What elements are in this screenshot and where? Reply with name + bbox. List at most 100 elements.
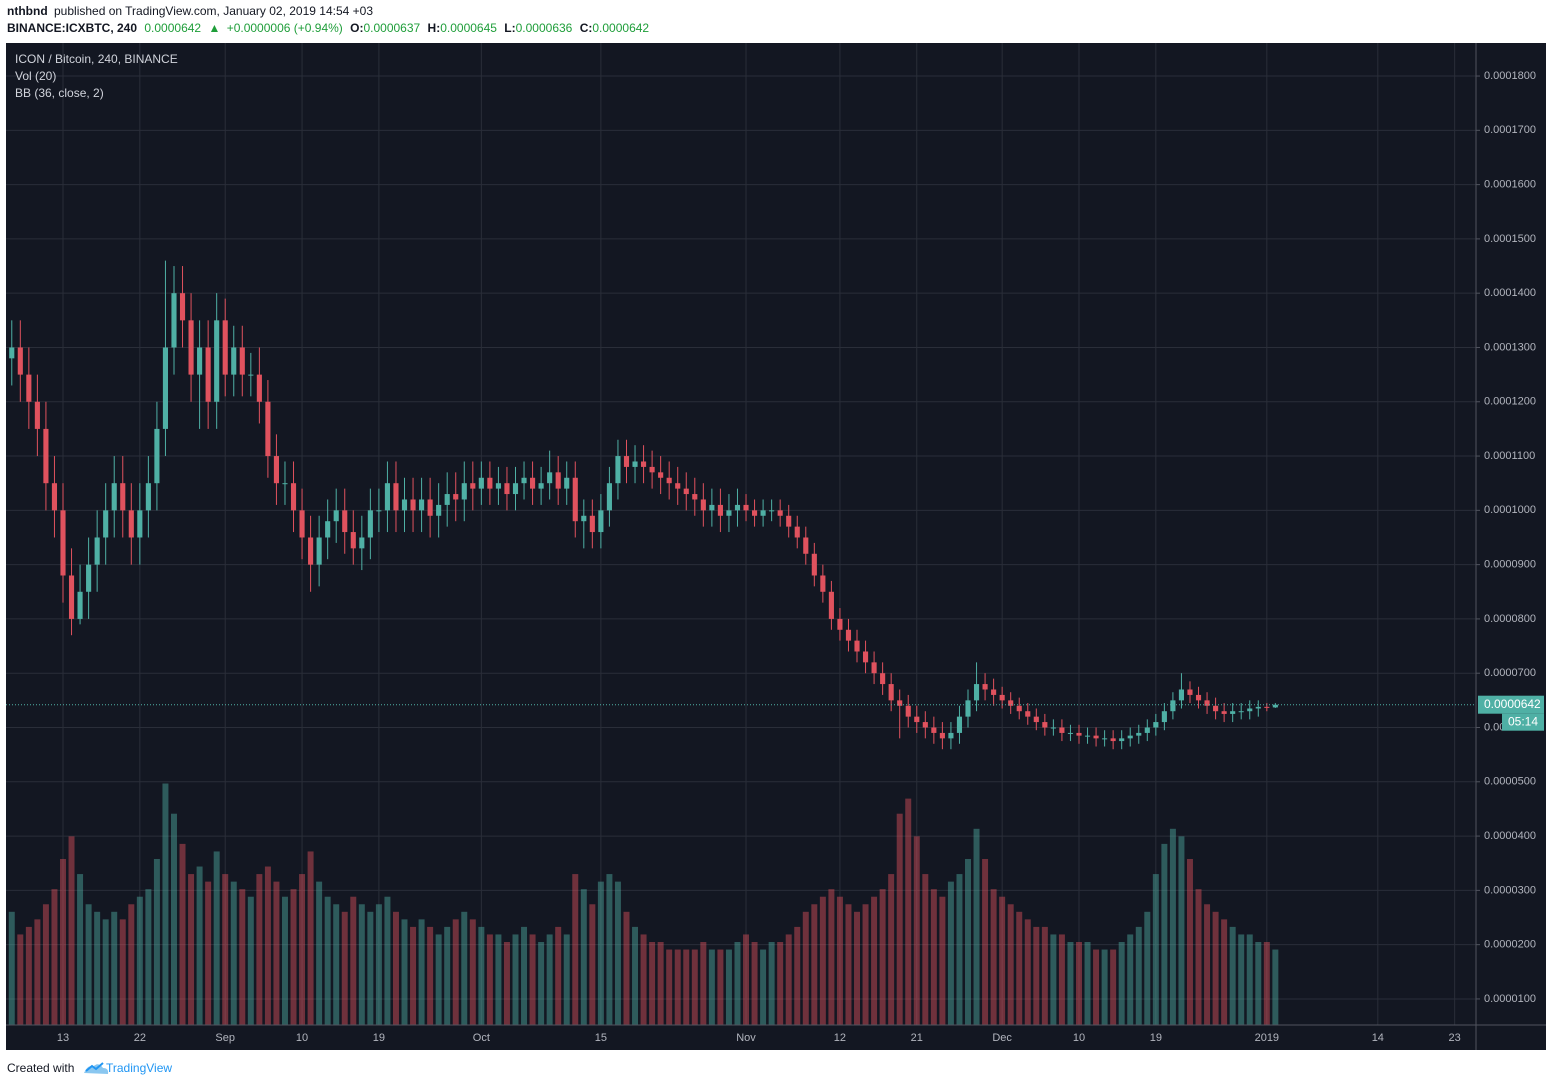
candle-body (641, 461, 647, 467)
volume-bar (563, 934, 570, 1025)
volume-bar (85, 904, 92, 1025)
candle-body (965, 700, 971, 717)
ohlc-value: 0.0000636 (516, 21, 573, 35)
candle-body (1195, 694, 1202, 701)
volume-bar (1135, 926, 1142, 1025)
x-tick-label: Dec (992, 1032, 1012, 1044)
candle-body (495, 483, 501, 489)
candle-body (862, 651, 869, 663)
x-tick-label: 22 (134, 1032, 146, 1044)
volume-bar (845, 904, 852, 1025)
candle-body (623, 456, 630, 467)
candle-body (1008, 700, 1014, 706)
candle-body (794, 526, 800, 538)
x-tick-label: 10 (296, 1032, 308, 1044)
candle-body (376, 510, 382, 512)
volume-bar (179, 843, 186, 1025)
volume-bar (982, 858, 989, 1025)
volume-bar (973, 828, 980, 1025)
y-tick-label: 0.0000800 (1484, 613, 1536, 625)
volume-bar (444, 926, 451, 1025)
candle-body (137, 510, 143, 538)
volume-bar (947, 881, 954, 1025)
volume-bar (871, 896, 878, 1025)
volume-bar (1246, 934, 1253, 1025)
volume-bar (469, 919, 476, 1025)
candle-body (717, 504, 723, 516)
volume-bar (1024, 919, 1031, 1025)
candle-body (1187, 689, 1193, 695)
chart-title: ICON / Bitcoin, 240, BINANCE (15, 52, 178, 66)
candle-body (700, 499, 706, 511)
price: 0.0000642 (144, 21, 201, 35)
indicator-label: BB (36, close, 2) (15, 86, 104, 100)
volume-bar (802, 911, 809, 1025)
volume-bar (1272, 949, 1279, 1025)
volume-bar (529, 934, 536, 1025)
volume-bar (367, 911, 374, 1025)
candle-body (367, 510, 373, 538)
volume-bar (51, 889, 58, 1025)
candle-body (325, 521, 331, 538)
marks (6, 260, 1476, 1025)
candle-body (1067, 732, 1074, 734)
volume-bar (888, 874, 895, 1025)
volume-bar (8, 911, 15, 1025)
volume-bar (760, 949, 767, 1025)
volume-bar (751, 941, 758, 1025)
candle-body (1170, 700, 1176, 712)
candle-body (811, 553, 817, 576)
candle-body (837, 618, 843, 630)
volume-bar (1007, 904, 1014, 1025)
symbol: BINANCE:ICXBTC, 240 (7, 21, 137, 35)
candle-body (103, 510, 109, 538)
chart-pane (6, 43, 1546, 1050)
candle-body (820, 575, 826, 592)
x-tick-label: 12 (834, 1032, 846, 1044)
volume-bar (965, 858, 971, 1025)
candle-body (666, 477, 672, 484)
candle-body (1127, 735, 1133, 739)
candle-body (51, 483, 58, 511)
candle-body (1136, 732, 1142, 736)
y-tick-label: 0.0001200 (1484, 396, 1536, 408)
candle-body (1033, 716, 1039, 723)
volume-bar (743, 934, 750, 1025)
candle-body (179, 293, 186, 321)
candle-body (572, 477, 578, 522)
y-tick-label: 0.0000200 (1484, 939, 1536, 951)
volume-bar (25, 926, 32, 1025)
candle-body (436, 504, 442, 516)
volume-bar (1118, 941, 1125, 1025)
candle-body (948, 732, 954, 739)
candle-body (1272, 704, 1278, 708)
x-tick-label: Nov (736, 1032, 756, 1044)
volume-bar (691, 949, 698, 1025)
y-tick-label: 0.0001700 (1484, 124, 1536, 136)
volume-bar (930, 889, 937, 1025)
volume-bar (1169, 828, 1176, 1025)
candle-body (1102, 738, 1108, 740)
volume-bar (350, 896, 357, 1025)
candle-body (880, 673, 886, 685)
candle-body (547, 472, 553, 484)
volume-bar (614, 881, 621, 1025)
symbol-line: BINANCE:ICXBTC, 240 0.0000642 ▲ +0.00000… (7, 21, 649, 35)
candle-body (1119, 738, 1125, 742)
x-tick-label: 2019 (1255, 1032, 1279, 1044)
candle-body (171, 293, 177, 348)
volume-bar (60, 858, 66, 1025)
volume-bar (358, 904, 365, 1025)
ohlc-value: 0.0000637 (363, 21, 420, 35)
volume-bar (136, 896, 143, 1025)
x-tick-label: 23 (1449, 1032, 1461, 1044)
volume-bar (683, 949, 690, 1025)
candle-body (632, 461, 638, 467)
x-tick-label: Sep (215, 1032, 235, 1044)
volume-bar (811, 904, 818, 1025)
ohlc-value: 0.0000642 (592, 21, 649, 35)
brand-logo-line (85, 1062, 104, 1072)
candle-body (922, 722, 928, 728)
volume-bar (384, 896, 391, 1025)
